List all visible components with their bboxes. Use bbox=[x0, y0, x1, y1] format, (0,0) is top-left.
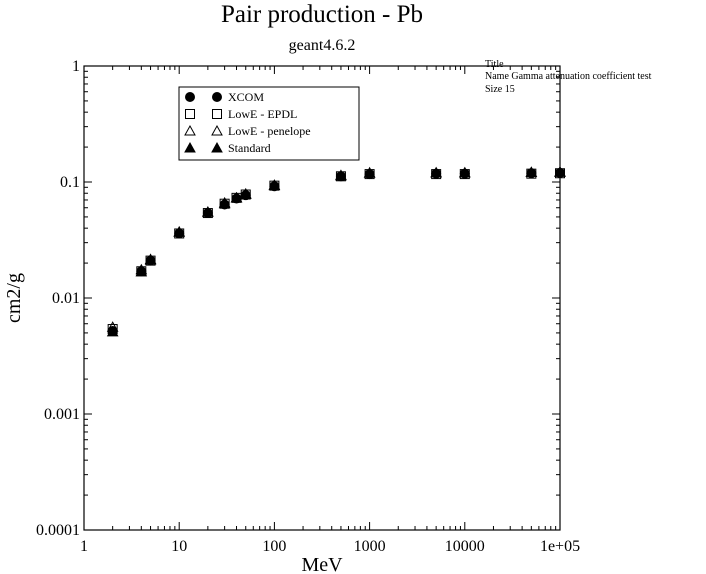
legend-marker-standard bbox=[211, 141, 223, 153]
axis-ticks bbox=[83, 65, 561, 531]
x-tick-label: 100 bbox=[262, 538, 286, 555]
x-tick-label: 1000 bbox=[354, 538, 386, 555]
data-point-standard bbox=[144, 254, 157, 265]
x-tick-label: 10000 bbox=[445, 538, 485, 555]
data-point-standard bbox=[458, 166, 471, 178]
legend-box bbox=[178, 86, 360, 161]
data-point-standard bbox=[173, 226, 186, 237]
y-tick-label: 0.0001 bbox=[36, 522, 80, 539]
legend: XCOM LowE - EPDL LowE - penelope Standard bbox=[178, 86, 360, 161]
data-point-standard bbox=[106, 325, 119, 337]
legend-marker-lowe-penelope bbox=[211, 124, 223, 136]
data-point-standard bbox=[525, 166, 538, 177]
stats-box: Title Name Gamma attenuation coefficient… bbox=[485, 59, 652, 95]
data-point-standard bbox=[202, 206, 214, 217]
data-point-standard bbox=[430, 166, 442, 178]
data-point-standard bbox=[363, 166, 376, 178]
data-point-standard bbox=[554, 166, 566, 177]
data-point-standard bbox=[218, 197, 231, 209]
chart-title: Pair production - Pb bbox=[221, 1, 423, 28]
x-axis-label: MeV bbox=[301, 554, 343, 574]
x-tick-label: 10 bbox=[171, 538, 187, 555]
y-tick-label: 0.001 bbox=[44, 406, 80, 423]
data-point-standard bbox=[135, 265, 148, 277]
data-point-standard bbox=[268, 179, 281, 191]
legend-label-lowe-epdl: LowE - EPDL bbox=[228, 107, 297, 121]
x-axis-tick-labels: 1 10 100 1000 10000 1e+05 bbox=[80, 538, 580, 555]
chart-subtitle: geant4.6.2 bbox=[289, 37, 356, 54]
y-axis-tick-labels: 0.0001 0.001 0.01 0.1 1 bbox=[36, 58, 80, 539]
data-markers bbox=[106, 165, 566, 337]
data-point-standard bbox=[230, 191, 243, 203]
y-tick-label: 1 bbox=[72, 58, 80, 75]
stats-line-size: Size 15 bbox=[485, 84, 515, 95]
legend-marker-lowe-epdl bbox=[185, 109, 195, 119]
legend-marker-lowe-epdl bbox=[212, 109, 222, 119]
x-tick-label: 1 bbox=[80, 538, 88, 555]
legend-items: XCOM LowE - EPDL LowE - penelope Standard bbox=[184, 90, 311, 155]
legend-label-xcom: XCOM bbox=[228, 90, 264, 104]
legend-label-standard: Standard bbox=[228, 141, 271, 155]
data-point-standard bbox=[239, 188, 252, 200]
legend-label-lowe-penelope: LowE - penelope bbox=[228, 124, 311, 138]
data-point-standard bbox=[335, 169, 347, 181]
x-tick-label: 1e+05 bbox=[540, 538, 580, 555]
stats-line-title: Title bbox=[485, 59, 504, 70]
legend-marker-xcom bbox=[212, 92, 222, 102]
legend-marker-xcom bbox=[185, 92, 195, 102]
legend-marker-lowe-penelope bbox=[184, 124, 196, 136]
stats-line-name: Name Gamma attenuation coefficient test bbox=[485, 71, 652, 82]
legend-marker-standard bbox=[184, 141, 196, 153]
y-tick-label: 0.01 bbox=[52, 290, 80, 307]
y-tick-label: 0.1 bbox=[60, 174, 80, 191]
y-axis-label: cm2/g bbox=[3, 273, 25, 323]
